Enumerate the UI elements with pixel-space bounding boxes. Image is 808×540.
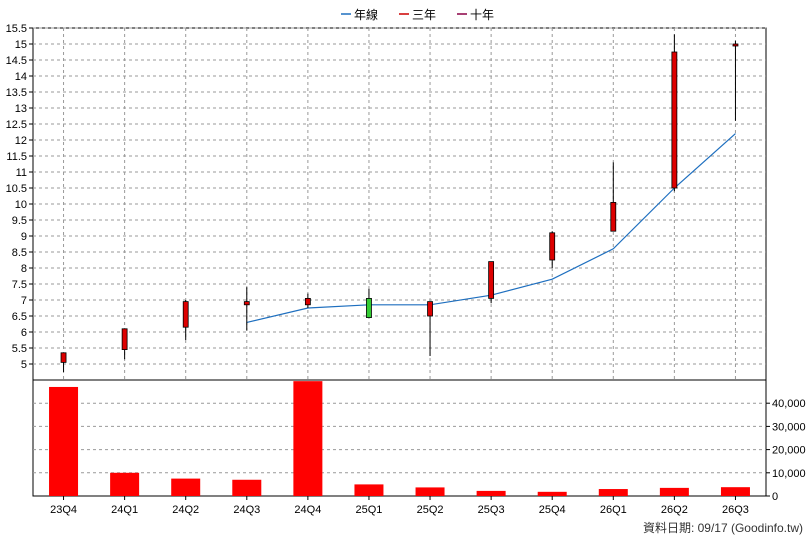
y-tick-label: 5.5: [12, 343, 27, 355]
x-tick-label: 25Q4: [539, 504, 566, 516]
footer-note: 資料日期: 09/17 (Goodinfo.tw): [643, 521, 803, 535]
x-tick-label: 26Q2: [661, 504, 688, 516]
candle-body: [610, 201, 617, 232]
x-tick-label: 24Q2: [172, 504, 199, 516]
volume-bar: [415, 487, 445, 496]
x-tick-label: 25Q1: [355, 504, 382, 516]
volume-bar: [720, 487, 750, 496]
volume-bar: [110, 472, 140, 496]
x-tick-label: 25Q2: [417, 504, 444, 516]
y-tick-label: 12.5: [6, 119, 27, 131]
legend-label: 三年: [412, 8, 436, 22]
y-tick-label: 12: [15, 135, 27, 147]
y-tick-label: 5: [21, 359, 27, 371]
y-tick-label: 14.5: [6, 55, 27, 67]
y-tick-label: 10,000: [772, 468, 806, 480]
y-tick-label: 9: [21, 231, 27, 243]
candle-body: [366, 297, 372, 318]
candle-body: [243, 301, 250, 306]
x-tick-label: 25Q3: [478, 504, 505, 516]
y-tick-label: 0: [772, 491, 778, 503]
x-tick-label: 26Q3: [722, 504, 749, 516]
y-tick-label: 11: [16, 167, 27, 179]
x-axis: 23Q4 24Q1 24Q2 24Q3 24Q4 25Q1 25Q2 25Q3 25Q4 26Q1…: [50, 496, 749, 516]
candle-body: [121, 328, 128, 350]
y-tick-label: 15.5: [6, 23, 27, 35]
volume-bar: [232, 479, 262, 496]
y-tick-label: 10: [15, 199, 27, 211]
x-tick-label: 24Q4: [294, 504, 321, 516]
y-tick-label: 20,000: [772, 445, 806, 457]
y-tick-label: 9.5: [12, 215, 27, 227]
y-tick-label: 6: [21, 327, 27, 339]
candle-body: [732, 43, 739, 47]
x-tick-label: 26Q1: [600, 504, 627, 516]
volume-bar: [354, 484, 384, 496]
x-tick-label: 24Q3: [233, 504, 260, 516]
volume-bar: [293, 381, 323, 496]
y-tick-label: 40,000: [772, 398, 806, 410]
y-tick-label: 11.5: [6, 151, 27, 163]
candle-body: [671, 51, 678, 189]
y-tick-label: 10.5: [6, 183, 27, 195]
volume-bar: [659, 487, 689, 496]
candle-body: [304, 297, 311, 306]
y-tick-label: 7.5: [12, 279, 27, 291]
y-tick-label: 7: [21, 295, 27, 307]
candle-body: [488, 261, 495, 299]
volume-bar: [537, 491, 567, 496]
volume-bar: [171, 478, 201, 496]
candle-body: [182, 301, 189, 328]
y-tick-label: 13.5: [6, 87, 27, 99]
y-tick-label: 14: [15, 71, 27, 83]
volume-bar: [49, 386, 79, 496]
volume-panel: 0 10,000 20,000 30,000 40,000: [32, 379, 806, 503]
x-tick-label: 23Q4: [50, 504, 77, 516]
y-tick-label: 8.5: [12, 247, 27, 259]
legend-label: 十年: [470, 8, 494, 22]
y-tick-label: 8: [21, 263, 27, 275]
y-tick-label: 15: [15, 39, 27, 51]
legend-label: 年線: [354, 7, 378, 22]
y-tick-label: 30,000: [772, 421, 806, 433]
candle-body: [549, 232, 556, 261]
y-tick-label: 6.5: [12, 311, 27, 323]
volume-bar: [476, 490, 506, 496]
y-tick-label: 13: [15, 103, 27, 115]
volume-frame: [32, 379, 767, 497]
volume-bar: [598, 489, 628, 496]
candle-body: [60, 352, 67, 363]
price-panel: 5 5.5 6 6.5 7 7.5 8 8.5 9 9.5 10 10.5 11 11.5 12 12.5 13…: [6, 23, 767, 496]
legend: 年線 三年 十年: [341, 7, 494, 22]
x-tick-label: 24Q1: [111, 504, 138, 516]
candle-body: [427, 301, 433, 317]
